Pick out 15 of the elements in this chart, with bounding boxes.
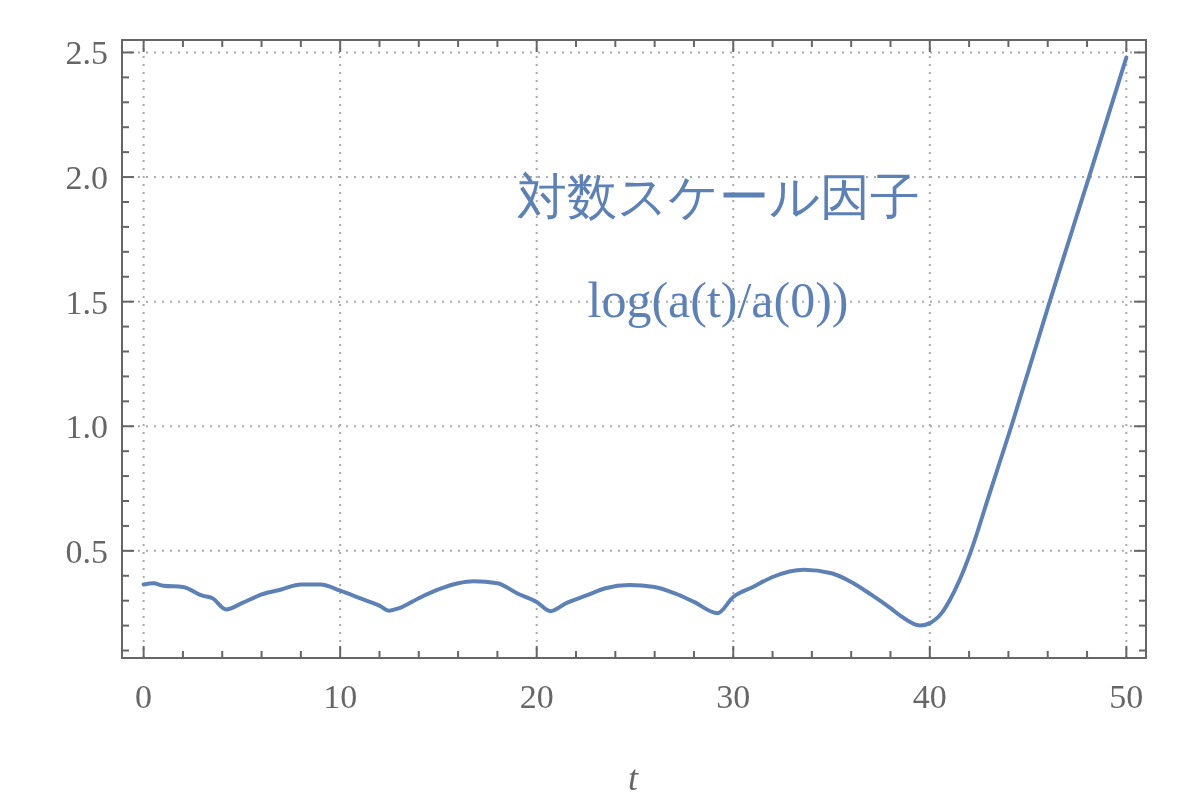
x-tick-label: 30 [716, 678, 751, 715]
x-tick-label: 40 [912, 678, 947, 715]
annotation: log(a(t)/a(0)) [587, 272, 849, 328]
x-tick-label: 50 [1109, 678, 1144, 715]
y-tick-label: 2.0 [65, 159, 108, 197]
line-series [141, 55, 1129, 628]
x-tick-label: 10 [323, 678, 358, 715]
y-tick-label: 1.0 [65, 408, 108, 446]
annotation: 対数スケール因子 [516, 168, 920, 226]
x-axis-title: t [627, 758, 639, 798]
x-tick-label: 0 [135, 678, 153, 715]
x-tick-label: 20 [519, 678, 554, 715]
y-tick-label: 2.5 [65, 34, 108, 72]
y-tick-label: 1.5 [65, 283, 108, 321]
y-tick-label: 0.5 [65, 532, 108, 570]
